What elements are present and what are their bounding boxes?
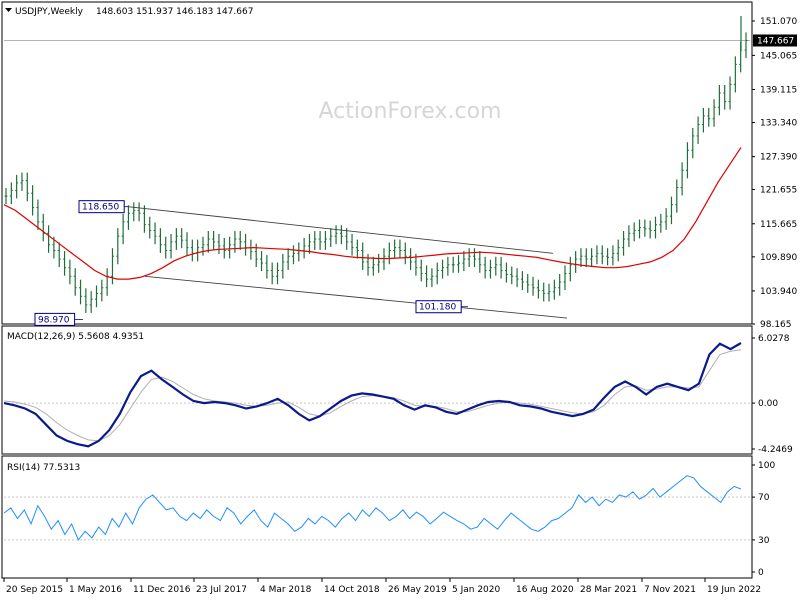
watermark: ActionForex.com xyxy=(319,99,502,124)
price-tick-label: 127.390 xyxy=(760,153,797,163)
annotation-label: 98.970 xyxy=(38,315,70,325)
x-tick-label: 4 Mar 2018 xyxy=(260,585,312,595)
current-price-label: 147.667 xyxy=(757,36,794,46)
x-tick-label: 7 Nov 2021 xyxy=(644,585,696,595)
x-tick-label: 23 Jul 2017 xyxy=(196,585,247,595)
x-tick-label: 20 Sep 2015 xyxy=(6,585,63,595)
macd-tick-label: 0.00 xyxy=(758,399,778,409)
channel-upper-line xyxy=(127,206,554,254)
price-tick-label: 145.065 xyxy=(760,51,797,61)
rsi-panel: RSI(14) 77.5313 100 70 30 0 xyxy=(3,461,775,578)
price-annotations: 118.650 98.970 101.180 xyxy=(34,200,468,326)
price-tick-label: 121.655 xyxy=(760,185,797,195)
x-tick-label: 28 Mar 2021 xyxy=(580,585,637,595)
macd-line xyxy=(3,342,742,448)
price-tick-label: 103.940 xyxy=(760,287,797,297)
price-panel-frame xyxy=(1,1,753,325)
price-channel xyxy=(127,206,568,319)
macd-tick-label: 6.0278 xyxy=(758,334,790,344)
dropdown-triangle-icon[interactable] xyxy=(5,8,12,12)
x-tick-label: 1 May 2016 xyxy=(69,585,122,595)
chart-header: USDJPY,Weekly 148.603 151.937 146.183 14… xyxy=(5,7,253,17)
x-tick-label: 26 May 2019 xyxy=(388,585,447,595)
rsi-tick-label: 30 xyxy=(758,536,770,546)
rsi-tick-label: 0 xyxy=(758,568,764,578)
rsi-tick-label: 70 xyxy=(758,493,770,503)
x-tick-label: 14 Oct 2018 xyxy=(324,585,380,595)
x-axis: 20 Sep 2015 1 May 2016 11 Dec 2016 23 Jul 2… xyxy=(3,578,761,595)
rsi-line xyxy=(3,475,742,541)
price-y-axis: 151.070 145.065 139.115 133.340 127.390 121.6… xyxy=(752,17,797,330)
price-tick-label: 139.115 xyxy=(760,85,797,95)
annotation-label: 118.650 xyxy=(82,203,119,213)
price-tick-label: 151.070 xyxy=(760,17,797,27)
price-tick-label: 109.890 xyxy=(760,253,797,263)
annotation-label: 101.180 xyxy=(419,303,456,313)
macd-panel: MACD(12,26,9) 5.5608 4.9351 6.0278 0.00 -4… xyxy=(3,332,793,455)
macd-panel-frame xyxy=(1,325,753,455)
x-tick-label: 5 Jan 2020 xyxy=(452,585,500,595)
moving-average-line xyxy=(3,147,742,280)
price-bars xyxy=(4,16,748,313)
ohlc-label: 148.603 151.937 146.183 147.667 xyxy=(96,7,253,17)
x-tick-label: 19 Jun 2022 xyxy=(707,585,761,595)
price-tick-label: 98.165 xyxy=(760,320,792,330)
x-tick-label: 16 Aug 2020 xyxy=(516,585,574,595)
macd-title: MACD(12,26,9) 5.5608 4.9351 xyxy=(7,332,144,342)
channel-lower-line xyxy=(144,275,568,319)
x-tick-label: 11 Dec 2016 xyxy=(133,585,191,595)
current-price-box xyxy=(753,34,797,47)
rsi-tick-label: 100 xyxy=(758,461,775,471)
rsi-title: RSI(14) 77.5313 xyxy=(7,463,80,473)
price-moving-average xyxy=(3,147,742,280)
price-tick-label: 115.665 xyxy=(760,220,797,230)
symbol-label: USDJPY,Weekly xyxy=(15,7,84,17)
rsi-panel-frame xyxy=(1,455,753,579)
macd-tick-label: -4.2469 xyxy=(758,445,793,455)
price-tick-label: 133.340 xyxy=(760,119,797,129)
